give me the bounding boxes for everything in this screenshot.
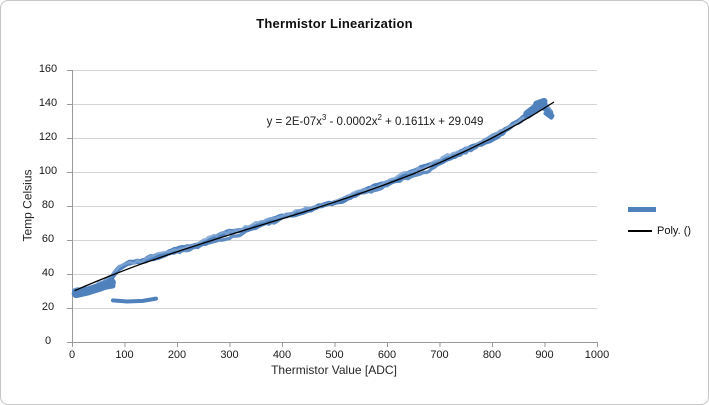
x-tick-label: 0 [68,349,76,361]
x-axis-title: Thermistor Value [ADC] [271,363,397,377]
x-tick-label: 800 [482,349,502,361]
series-legend-marker [628,206,656,212]
x-tick-label: 900 [535,349,554,361]
legend-item-series [628,203,691,215]
chart-title: Thermistor Linearization [256,16,413,31]
equation-part: y = 2E-07x [266,116,322,128]
y-tick-label: 100 [38,165,58,177]
scatter-band-artifact [111,296,158,304]
scatter-band-series [72,101,553,297]
scatter-band-series [73,99,553,292]
y-tick-label: 60 [41,233,55,245]
scatter-band-artifact [73,283,116,294]
y-tick-label: 140 [38,97,58,109]
poly-legend-label: Poly. () [657,225,692,237]
legend: Poly. () [628,203,691,237]
equation-part: + 0.1611x + 29.049 [381,116,484,128]
equation-part: - 0.0002x [326,116,378,128]
x-tick-label: 400 [272,349,292,361]
scatter-band-artifact [543,111,554,120]
trendline-equation: y = 2E-07x3 - 0.0002x2 + 0.1611x + 29.04… [235,113,515,128]
trendline-curve [74,101,555,292]
y-tick-label: 80 [41,199,55,211]
x-tick-label: 500 [325,349,344,361]
scatter-band-artifact [533,97,548,108]
x-tick-label: 100 [115,349,134,361]
x-tick-label: 600 [377,349,397,361]
y-tick-label: 0 [44,335,52,347]
x-tick-label: 1000 [584,349,610,361]
y-tick-label: 120 [38,131,58,143]
x-tick-label: 200 [167,349,187,361]
legend-item-poly: Poly. () [628,225,691,237]
y-tick-label: 160 [38,63,58,75]
y-tick-label: 20 [41,301,55,313]
x-tick-label: 700 [430,349,449,361]
equation-exponent: 3 [321,113,327,123]
x-tick-label: 300 [220,349,239,361]
poly-legend-marker [628,230,652,232]
equation-exponent: 2 [377,113,382,123]
y-tick-label: 40 [41,267,55,279]
